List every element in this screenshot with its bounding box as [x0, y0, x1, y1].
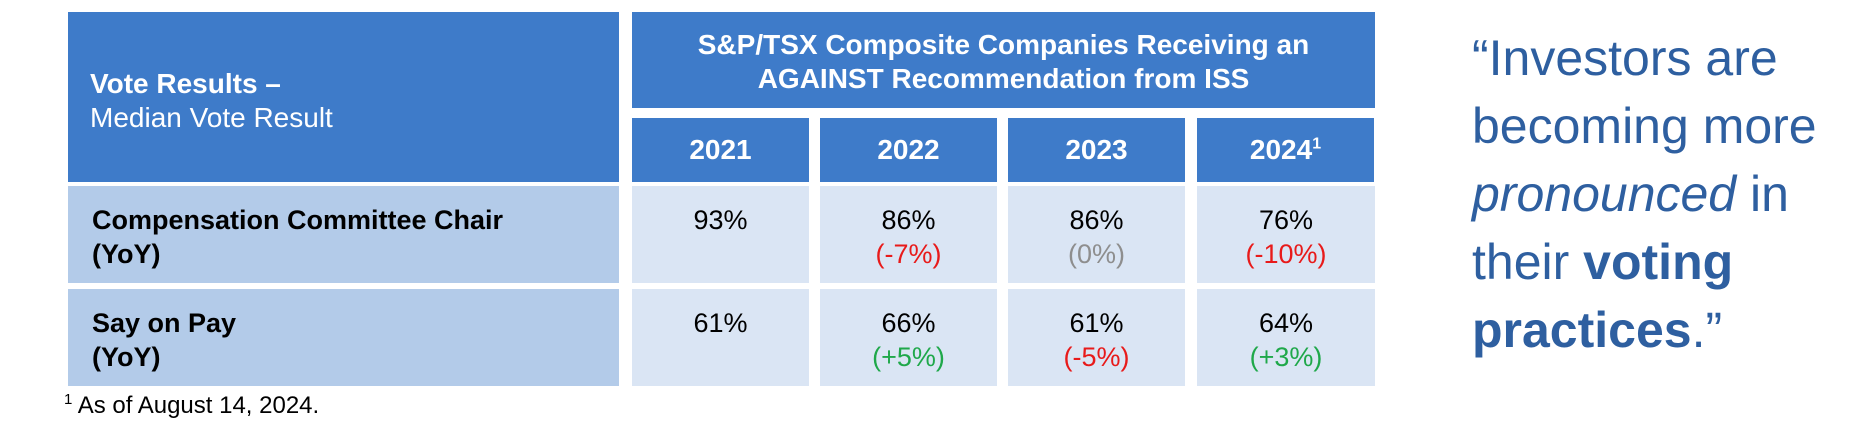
change-negative: (-5%): [1063, 342, 1130, 372]
change-neutral: (0%): [1067, 239, 1125, 269]
pull-quote: “Investors are becoming more pronounced …: [1472, 30, 1817, 358]
year-header-2021: 2021: [632, 118, 809, 182]
quote-emphasis: pronounced: [1472, 166, 1737, 222]
table-cell: 64% (+3%): [1197, 289, 1375, 386]
table-cell: 86% (0%): [1008, 186, 1185, 283]
group-header-line1: S&P/TSX Composite Companies Receiving an: [697, 29, 1310, 60]
table-group-header: S&P/TSX Composite Companies Receiving an…: [632, 12, 1375, 108]
corner-subtitle: Median Vote Result: [90, 102, 333, 133]
footnote-text: As of August 14, 2024.: [77, 392, 320, 419]
footnote-mark: 1: [64, 391, 73, 408]
table-cell: 76% (-10%): [1197, 186, 1375, 283]
table-cell: 93%: [632, 186, 809, 283]
table-cell: 61%: [632, 289, 809, 386]
table-cell: 66% (+5%): [820, 289, 997, 386]
corner-title: Vote Results –: [90, 68, 281, 99]
footnote: 1 As of August 14, 2024.: [64, 392, 319, 420]
change-positive: (+3%): [1249, 342, 1323, 372]
table-cell: 61% (-5%): [1008, 289, 1185, 386]
footnote-mark: 1: [1312, 135, 1322, 153]
change-negative: (-7%): [875, 239, 942, 269]
quote-strong: voting practices: [1472, 234, 1734, 358]
change-negative: (-10%): [1245, 239, 1327, 269]
row-label-compensation-committee-chair: Compensation Committee Chair (YoY): [68, 186, 619, 283]
table-cell: 86% (-7%): [820, 186, 997, 283]
change-positive: (+5%): [872, 342, 945, 372]
group-header-line2: AGAINST Recommendation from ISS: [757, 63, 1250, 94]
table-corner-header: Vote Results – Median Vote Result: [68, 12, 619, 182]
year-header-2022: 2022: [820, 118, 997, 182]
year-header-2024: 20241: [1197, 118, 1374, 182]
row-label-say-on-pay: Say on Pay (YoY): [68, 289, 619, 386]
year-header-2023: 2023: [1008, 118, 1185, 182]
